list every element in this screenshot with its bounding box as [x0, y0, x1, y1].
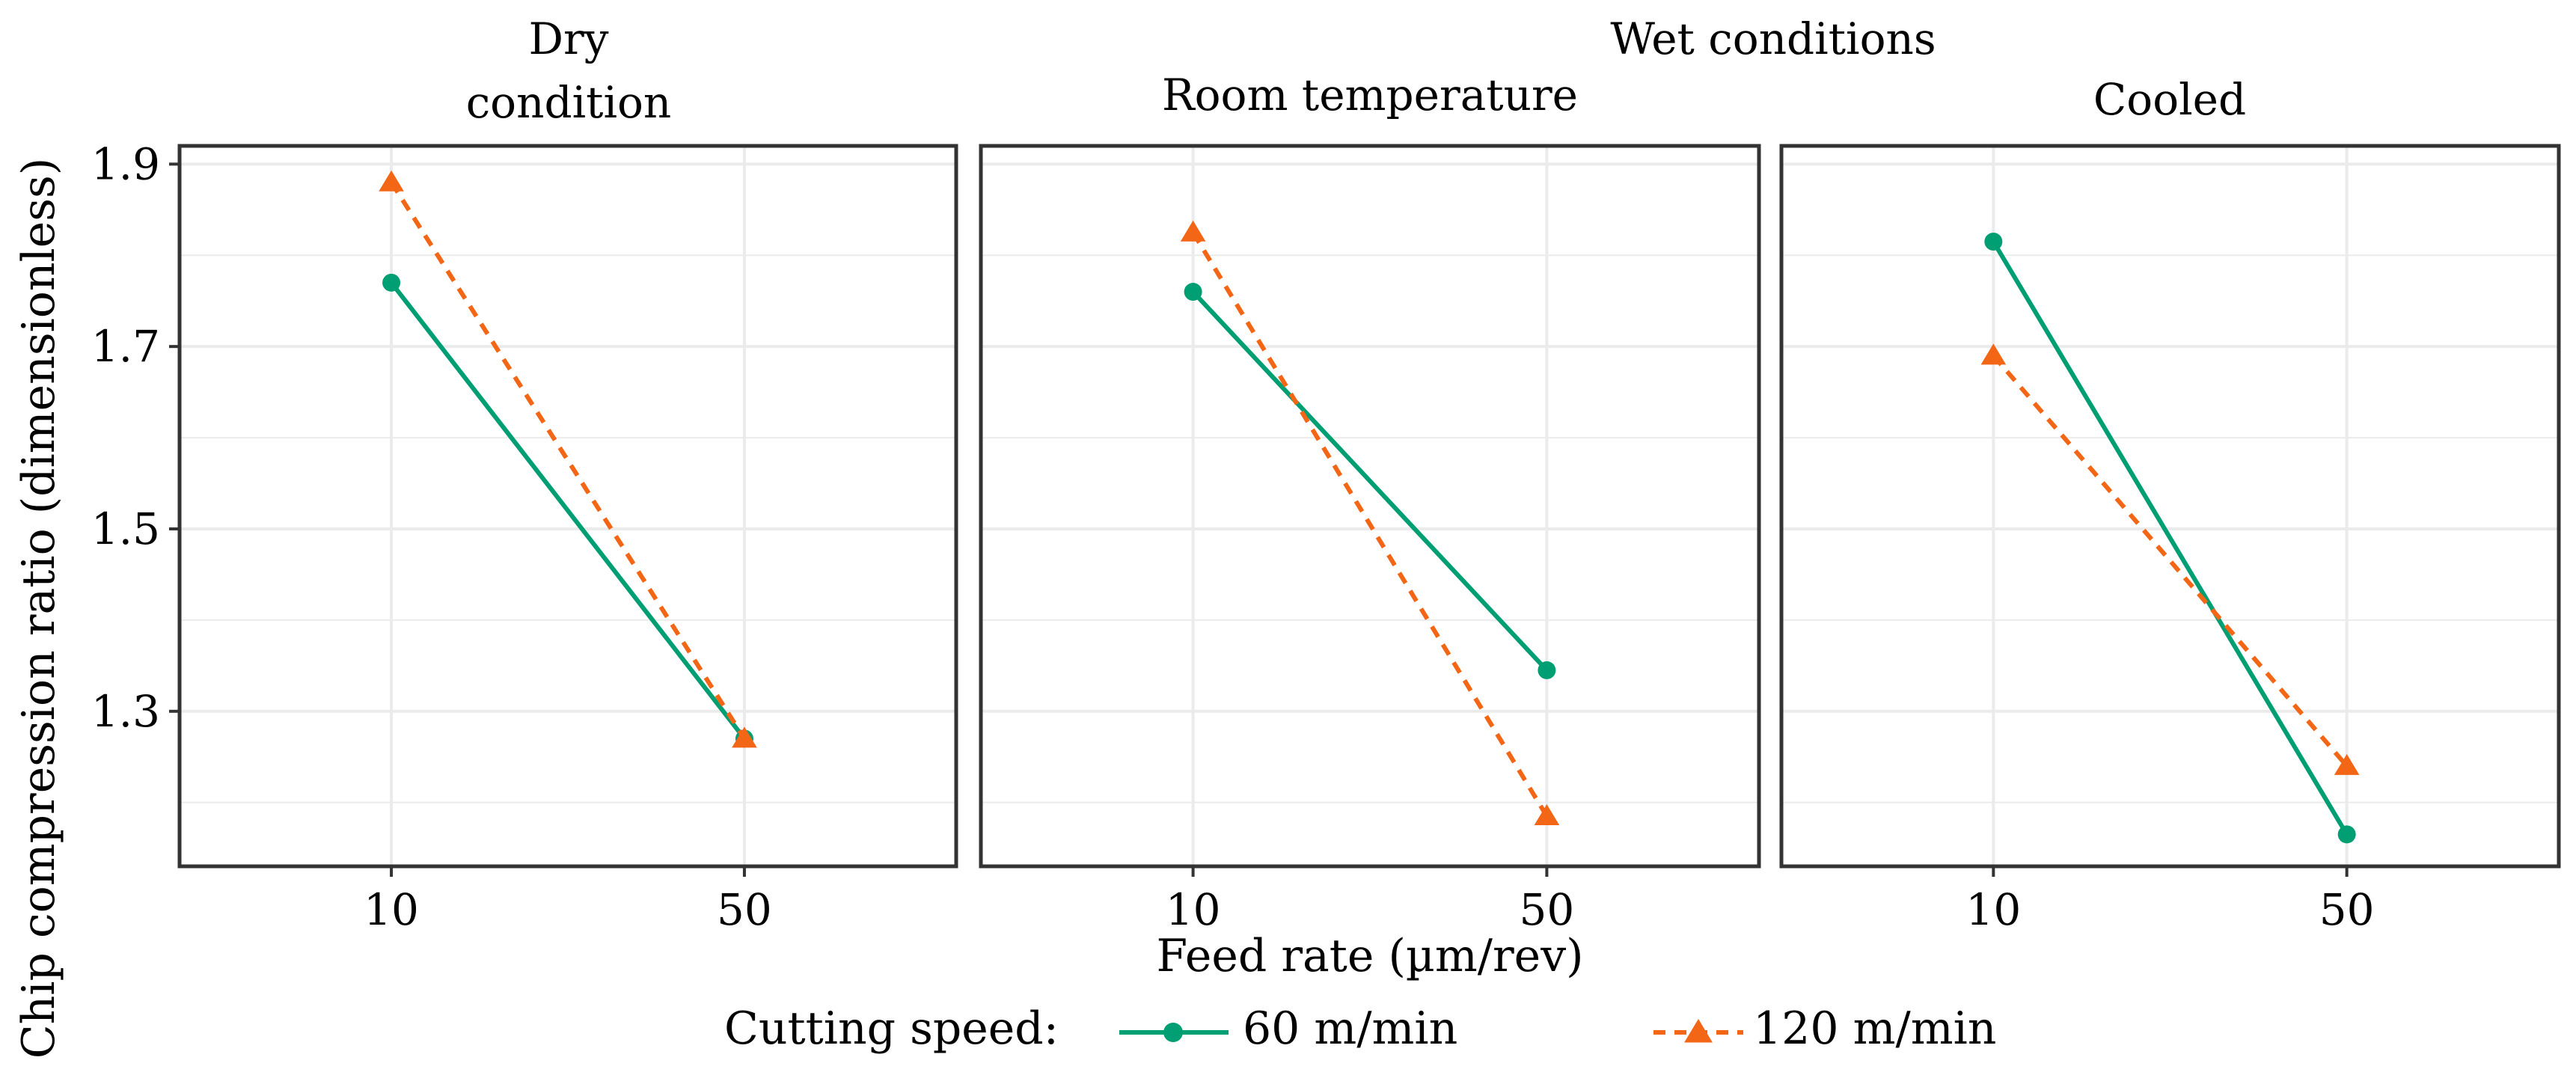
- legend-label-60: 60 m/min: [1243, 1002, 1457, 1055]
- legend-label-120: 120 m/min: [1753, 1002, 1996, 1055]
- series-line-60: [389, 281, 747, 741]
- legend-marker-60: [1163, 1023, 1183, 1042]
- legend: Cutting speed: 60 m/min 120 m/min: [724, 1002, 1996, 1055]
- legend-key-60: [1119, 1023, 1229, 1042]
- y-tick-label: 1.5: [91, 503, 160, 554]
- wet-conditions-group-title: Wet conditions: [1610, 13, 1936, 64]
- panel-border: [1779, 144, 2561, 869]
- panel-background: [180, 146, 956, 866]
- gridlines: [1781, 146, 2559, 866]
- x-tick-label: 50: [1519, 884, 1574, 935]
- point-60-10: [1184, 283, 1202, 301]
- y-tick-label: 1.9: [91, 138, 160, 189]
- legend-title: Cutting speed:: [724, 1002, 1059, 1055]
- facet-panel-room-temperature: [979, 144, 1761, 869]
- facet-panel-dry: [177, 144, 958, 869]
- facet-panel-cooled: [1779, 144, 2561, 869]
- point-120-10: [379, 170, 404, 192]
- point-60-50: [1538, 661, 1556, 679]
- panel-background: [1781, 146, 2559, 866]
- series-line-120: [1992, 354, 2349, 768]
- y-tick-label: 1.3: [91, 686, 160, 737]
- panel-border: [979, 144, 1761, 869]
- x-axis-label: Feed rate (µm/rev): [1157, 930, 1584, 982]
- x-tick-label: 10: [1965, 884, 2021, 935]
- x-tick-label: 10: [1166, 884, 1221, 935]
- y-axis: 1.3 1.5 1.7 1.9: [91, 138, 180, 737]
- y-tick-label: 1.7: [91, 321, 160, 372]
- series-line-120: [1191, 231, 1549, 818]
- point-120-10: [1180, 220, 1206, 242]
- x-axis: 10 50 10 50 10 50: [364, 866, 2375, 935]
- gridlines: [981, 146, 1759, 866]
- x-tick-label: 50: [2319, 884, 2375, 935]
- legend-key-120: [1653, 1019, 1743, 1043]
- x-tick-label: 10: [364, 884, 419, 935]
- series-layer: [379, 170, 757, 748]
- point-60-10: [382, 273, 401, 292]
- series-layer: [1980, 232, 2360, 844]
- facet-title-cooled: Cooled: [2093, 74, 2246, 125]
- point-120-10: [1980, 343, 2007, 365]
- facet-title-room-temperature: Room temperature: [1162, 70, 1578, 120]
- panel-border: [177, 144, 958, 869]
- facet-title-dry-line1: Dry: [529, 13, 609, 64]
- x-tick-label: 50: [717, 884, 772, 935]
- series-line-120: [389, 181, 747, 740]
- series-line-60: [1191, 290, 1549, 672]
- point-120-50: [732, 726, 757, 748]
- point-120-50: [2334, 753, 2360, 775]
- legend-marker-120: [1684, 1019, 1713, 1043]
- y-axis-label: Chip compression ratio (dimensionless): [13, 158, 65, 1059]
- facet-title-dry-line2: condition: [466, 77, 672, 128]
- panel-background: [981, 146, 1759, 866]
- point-120-50: [1534, 803, 1560, 825]
- series-line-60: [1991, 240, 2349, 836]
- point-60-50: [2337, 825, 2356, 844]
- series-layer: [1180, 220, 1560, 825]
- point-60-10: [1984, 232, 2003, 251]
